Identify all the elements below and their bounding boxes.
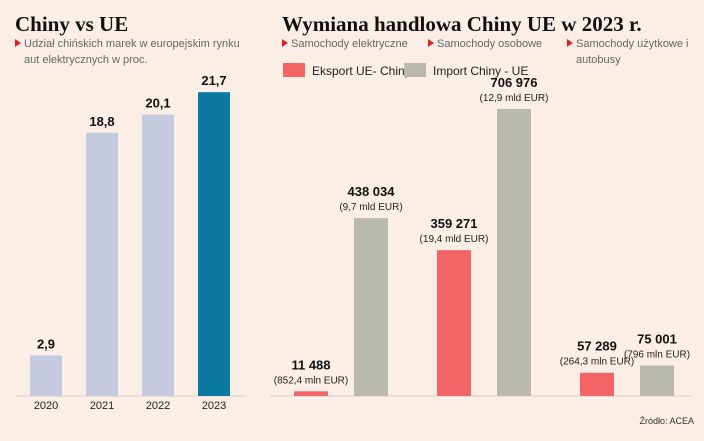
value-label: 18,8	[89, 114, 114, 129]
x-tick-label: 2023	[202, 400, 226, 412]
x-tick-label: 2021	[90, 400, 114, 412]
bar	[294, 391, 328, 396]
chart-title: Wymiana handlowa Chiny UE w 2023 r.	[282, 12, 642, 36]
chart-subtitle: Udział chińskich marek w europejskim ryn…	[15, 36, 249, 68]
bar	[354, 218, 388, 396]
value-label: 706 976	[491, 75, 538, 90]
value-label: 21,7	[201, 73, 226, 88]
value-label: 2,9	[37, 336, 55, 351]
source: Źródło: ACEA	[639, 416, 694, 426]
value-label: 438 034	[348, 184, 396, 199]
value-label: 20,1	[145, 96, 170, 111]
bar	[640, 365, 674, 396]
value-note: (264,3 mln EUR)	[560, 357, 634, 368]
value-label: 11 488	[291, 357, 330, 372]
bar	[198, 92, 230, 396]
legend-swatch	[283, 63, 305, 77]
value-label: 359 271	[431, 216, 478, 231]
value-note: (9,7 mld EUR)	[339, 202, 402, 213]
bar	[30, 355, 62, 396]
value-label: 75 001	[637, 332, 677, 347]
x-tick-label: 2022	[146, 400, 170, 412]
value-note: (19,4 mld EUR)	[420, 234, 489, 245]
value-note: (852,4 mln EUR)	[274, 375, 348, 386]
value-note: (12,9 mld EUR)	[480, 93, 549, 104]
bar	[142, 114, 174, 396]
category-header: Samochody elektryczne	[282, 36, 421, 52]
chart-title: Chiny vs UE	[15, 12, 129, 36]
value-note: (796 mln EUR)	[624, 350, 690, 361]
legend-label: Eksport UE- Chiny	[312, 64, 411, 78]
bar	[437, 250, 471, 396]
value-label: 57 289	[577, 339, 617, 354]
bar	[86, 132, 118, 397]
bar	[580, 372, 614, 396]
legend-label: Import Chiny - UE	[433, 64, 529, 78]
category-header: Samochody użytkowe i autobusy	[567, 36, 704, 68]
category-header: Samochody osobowe	[428, 36, 567, 52]
legend-swatch	[404, 63, 426, 77]
bar	[497, 109, 531, 396]
x-tick-label: 2020	[34, 400, 58, 412]
